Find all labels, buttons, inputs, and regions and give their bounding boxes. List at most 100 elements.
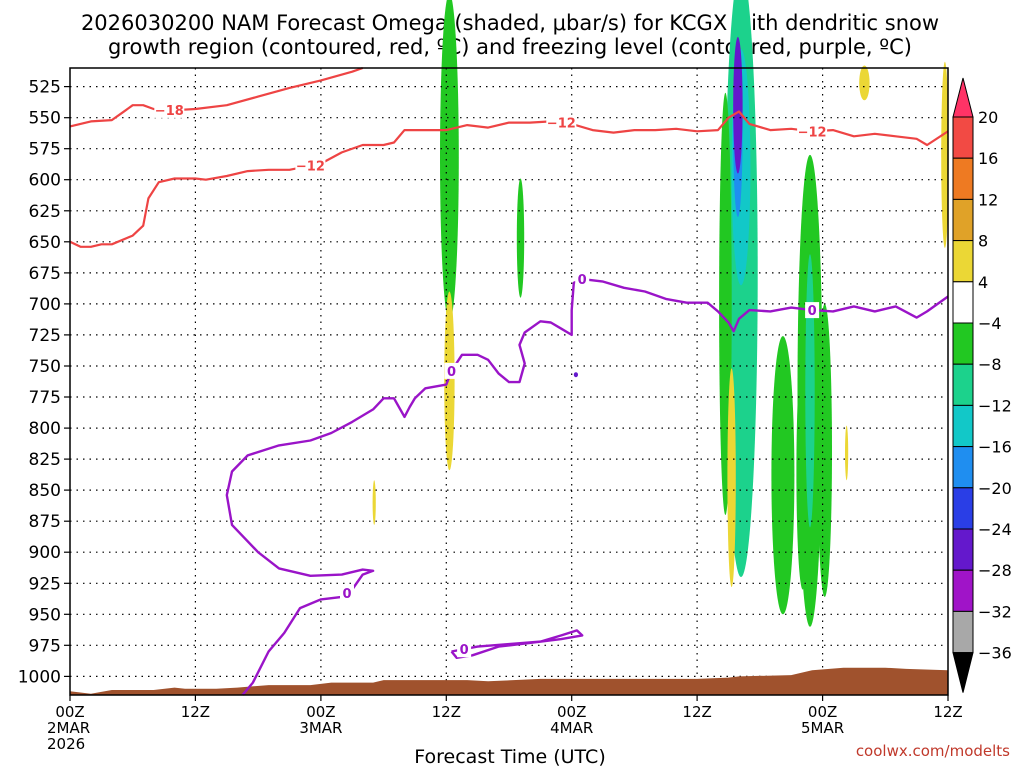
- colorbar-band-0: [952, 116, 974, 159]
- dgz-contour-label-bg-1-1: [546, 114, 577, 131]
- colorbar-label-8: −16: [978, 438, 1012, 457]
- freezing-contour-line-1: [450, 629, 584, 659]
- freezing-contour-label-0-2: 0: [578, 273, 587, 288]
- freezing-contour-label-bg-1-0: [457, 641, 472, 658]
- colorbar-label-10: −24: [978, 520, 1012, 539]
- xtick-label-36-0: 12Z: [432, 703, 461, 721]
- chart-title-line2: growth region (contoured, red, ºC) and f…: [108, 35, 912, 59]
- ytick-label-725: 725: [29, 326, 61, 346]
- colorbar-band-7: [952, 404, 974, 448]
- omega-region-17: [941, 61, 949, 249]
- freezing-contour-label-1-0: 0: [460, 643, 469, 658]
- colorbar-label-3: 8: [978, 232, 988, 251]
- ytick-label-925: 925: [29, 574, 61, 594]
- freezing-contour-label-0-3: 0: [808, 304, 817, 319]
- colorbar-band-4: [952, 281, 974, 324]
- colorbar-label-11: −28: [978, 561, 1012, 580]
- ytick-label-700: 700: [29, 295, 61, 315]
- y-axis-ticks: 525 550 575 600 625 650 675 700 725 750 775 800 825 8…: [18, 78, 70, 687]
- ytick-label-750: 750: [29, 357, 61, 377]
- ytick-label-1000: 1000: [18, 667, 61, 687]
- freezing-contour-label-bg-0-1: [444, 362, 459, 379]
- colorbar-band-12: [952, 610, 974, 654]
- colorbar-label-2: 12: [978, 190, 998, 209]
- ytick-label-575: 575: [29, 140, 61, 160]
- colorbar-label-0: 20: [978, 108, 998, 127]
- colorbar-band-8: [952, 446, 974, 489]
- terrain-area: [70, 667, 948, 695]
- dgz-contour-label-1-0: −12: [296, 160, 325, 175]
- terrain-fill: [70, 667, 948, 695]
- ytick-label-825: 825: [29, 450, 61, 470]
- xtick-label-48-0: 00Z: [557, 703, 586, 721]
- dgz-contour-label-bg-1-2: [797, 123, 828, 140]
- freezing-contour-label-0-0: 0: [342, 587, 351, 602]
- chart-title-line1: 2026030200 NAM Forecast Omega (shaded, μ…: [81, 11, 939, 35]
- xtick-label-72-0: 00Z: [808, 703, 837, 721]
- colorbar-label-7: −12: [978, 396, 1012, 415]
- dgz-contour-label-1-2: −12: [798, 125, 827, 140]
- colorbar-band-2: [952, 198, 974, 242]
- colorbar-label-5: −4: [978, 314, 1002, 333]
- omega-region-7: [771, 336, 795, 615]
- colorbar-label-4: 4: [978, 273, 988, 292]
- ytick-label-800: 800: [29, 419, 61, 439]
- omega-region-16: [859, 65, 870, 101]
- ytick-label-975: 975: [29, 636, 61, 656]
- xtick-label-12-0: 12Z: [181, 703, 210, 721]
- ytick-label-950: 950: [29, 605, 61, 625]
- colorbar: 20 16 12 8 4 −4 −8 −12 −16 −20 −24 −28 −32 −36: [952, 77, 1012, 693]
- colorbar-label-9: −20: [978, 479, 1012, 498]
- ytick-label-550: 550: [29, 109, 61, 129]
- xtick-label-0-2: 2026: [47, 735, 85, 753]
- ytick-label-625: 625: [29, 202, 61, 222]
- colorbar-band-9: [952, 487, 974, 530]
- credit-text: coolwx.com/modelts: [856, 742, 1010, 760]
- freezing-contour-label-0-1: 0: [447, 365, 456, 380]
- omega-region-14: [727, 368, 736, 587]
- colorbar-label-1: 16: [978, 149, 998, 168]
- colorbar-band-3: [952, 240, 974, 283]
- ytick-label-775: 775: [29, 388, 61, 408]
- omega-region-9: [817, 303, 832, 597]
- colorbar-band-6: [952, 363, 974, 406]
- plot-frame: [69, 67, 949, 696]
- xtick-label-0-0: 00Z: [55, 703, 84, 721]
- colorbar-band-10: [952, 528, 974, 571]
- freezing-level-contours: 0 0 0 0 0: [225, 271, 949, 696]
- dgz-contour-label-1-1: −12: [547, 117, 576, 132]
- colorbar-band-5: [952, 322, 974, 365]
- omega-region-11: [805, 254, 815, 528]
- omega-region-15: [845, 425, 849, 481]
- omega-region-18: [573, 372, 579, 378]
- xtick-label-84-0: 12Z: [933, 703, 962, 721]
- ytick-label-600: 600: [29, 171, 61, 191]
- freezing-contour-label-bg-0-0: [340, 585, 354, 602]
- ytick-label-875: 875: [29, 512, 61, 532]
- freezing-contour-line-0: [225, 277, 949, 696]
- dgz-contour-line-1: [69, 110, 949, 248]
- colorbar-bottom-tip: [952, 652, 974, 693]
- xtick-label-0-1: 2MAR: [47, 719, 90, 737]
- dgz-contours: −18 −12 −12 −12: [69, 66, 949, 248]
- omega-region-1: [516, 178, 525, 298]
- dgz-contour-label-bg-1-0: [295, 157, 326, 174]
- ytick-label-650: 650: [29, 233, 61, 253]
- xtick-label-24-0: 00Z: [306, 703, 335, 721]
- x-axis-label: Forecast Time (UTC): [414, 746, 605, 768]
- dgz-contour-label-0-0: −18: [155, 104, 184, 119]
- xtick-label-48-1: 4MAR: [550, 719, 593, 737]
- dgz-contour-label-bg-0-0: [154, 101, 185, 118]
- omega-region-0: [440, 0, 459, 322]
- omega-region-13: [372, 480, 376, 525]
- colorbar-label-6: −8: [978, 355, 1002, 374]
- xtick-label-72-1: 5MAR: [801, 719, 844, 737]
- freezing-contour-label-bg-0-2: [575, 271, 590, 288]
- ytick-label-525: 525: [29, 78, 61, 98]
- ytick-label-850: 850: [29, 481, 61, 501]
- xtick-label-60-0: 12Z: [682, 703, 711, 721]
- colorbar-top-tip: [952, 77, 974, 118]
- ytick-label-900: 900: [29, 543, 61, 563]
